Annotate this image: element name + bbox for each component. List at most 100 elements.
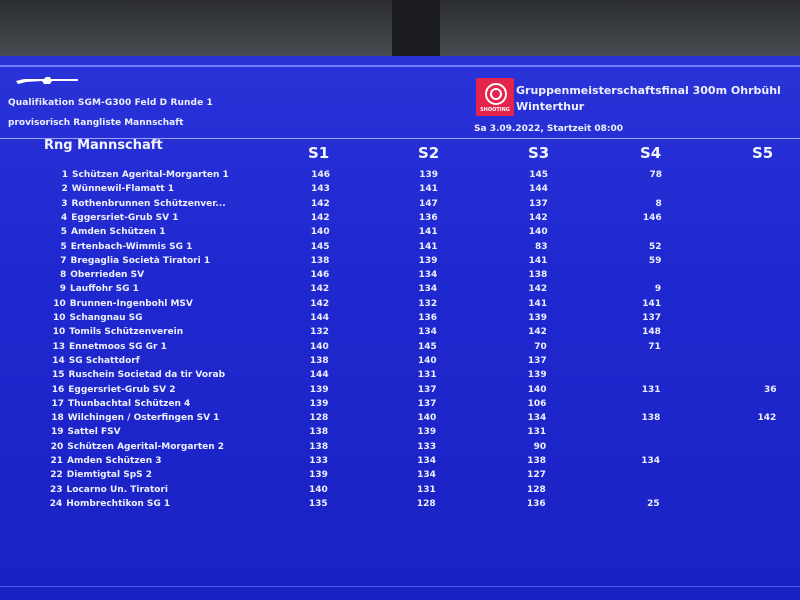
s1-score-cell: 128	[309, 413, 329, 424]
s2-score-cell: 131	[417, 484, 436, 495]
rank-cell: 2	[61, 184, 68, 195]
s4-score-cell: 25	[647, 498, 660, 509]
s2-score-cell: 128	[416, 498, 436, 509]
ranking-subtitle: provisorisch Rangliste Mannschaft	[8, 118, 184, 128]
rank-cell: 17	[51, 398, 64, 409]
rank-cell: 3	[61, 198, 68, 209]
s3-score-cell: 131	[527, 427, 547, 438]
s2-score-cell: 134	[418, 327, 437, 338]
s1-score-cell: 146	[311, 170, 330, 180]
s2-score-cell: 136	[418, 212, 438, 223]
column-header-s1: S1	[308, 144, 330, 162]
table-row: 17 Thunbachtal Schützen 4 139 137 106	[0, 399, 800, 413]
team-name-cell: Brunnen-Ingenbohl MSV	[69, 298, 193, 309]
team-name-cell: Schangnau SG	[69, 313, 143, 323]
s4-score-cell: 52	[648, 241, 662, 252]
s2-score-cell: 133	[417, 441, 437, 452]
table-row: 9 Lauffohr SG 1 142 134 142 9	[0, 284, 800, 298]
rank-cell: 4	[60, 212, 68, 223]
s3-score-cell: 141	[528, 298, 548, 309]
rank-cell: 23	[49, 484, 63, 495]
table-row: 14 SG Schattdorf 138 140 137	[0, 356, 800, 370]
s3-score-cell: 145	[529, 170, 548, 180]
table-row: 5 Amden Schützen 1 140 141 140	[0, 227, 800, 241]
column-header-s5: S5	[752, 144, 774, 162]
s3-score-cell: 140	[527, 384, 547, 395]
s2-score-cell: 131	[417, 370, 437, 381]
s3-score-cell: 139	[527, 370, 547, 381]
s2-score-cell: 132	[418, 298, 438, 309]
table-row: 5 Ertenbach-Wimmis SG 1 145 141 83 52	[0, 242, 800, 256]
team-name-cell: Eggersriet-Grub SV 2	[68, 384, 176, 395]
s1-score-cell: 139	[309, 470, 328, 481]
rank-cell: 18	[51, 413, 64, 424]
s1-score-cell: 139	[309, 398, 329, 409]
event-location: Winterthur	[516, 100, 585, 113]
rank-cell: 13	[52, 341, 65, 352]
s3-score-cell: 142	[528, 327, 547, 338]
s2-score-cell: 137	[417, 384, 437, 395]
team-name-cell: Oberrieden SV	[70, 270, 145, 281]
scoreboard-screen: Qualifikation SGM-G300 Feld D Runde 1 pr…	[0, 56, 800, 600]
s3-score-cell: 90	[533, 441, 547, 452]
s2-score-cell: 134	[418, 270, 438, 281]
s1-score-cell: 144	[309, 370, 329, 381]
s3-score-cell: 139	[528, 313, 547, 323]
table-row: 4 Eggersriet-Grub SV 1 142 136 142 146	[0, 213, 800, 227]
team-name-cell: Locarno Un. Tiratori	[66, 484, 169, 495]
table-row: 23 Locarno Un. Tiratori 140 131 128	[0, 485, 800, 499]
team-name-cell: Schützen Ägerital-Morgarten 1	[72, 170, 229, 180]
s3-score-cell: 138	[528, 270, 548, 281]
s3-score-cell: 134	[527, 413, 547, 424]
team-name-cell: Lauffohr SG 1	[70, 284, 139, 295]
rank-cell: 22	[50, 470, 63, 481]
s4-score-cell: 138	[641, 413, 661, 424]
team-name-cell: Ennetmoos SG Gr 1	[69, 341, 167, 352]
rank-cell: 8	[59, 270, 67, 281]
s1-score-cell: 142	[310, 212, 330, 223]
rank-cell: 10	[53, 298, 66, 309]
team-name-cell: SG Schattdorf	[68, 355, 140, 366]
s4-score-cell: 141	[642, 298, 662, 309]
table-row: 1 Schützen Ägerital-Morgarten 1 146 139 145 7…	[0, 170, 800, 184]
qualification-title: Qualifikation SGM-G300 Feld D Runde 1	[8, 98, 213, 108]
s1-score-cell: 139	[309, 384, 329, 395]
s3-score-cell: 144	[529, 184, 548, 195]
event-date: Sa 3.09.2022, Startzeit 08:00	[474, 124, 624, 134]
team-name-cell: Amden Schützen 3	[67, 456, 162, 466]
s1-score-cell: 145	[310, 241, 330, 252]
rank-cell: 14	[52, 355, 65, 366]
s4-score-cell: 131	[641, 384, 661, 395]
s4-score-cell: 134	[641, 456, 660, 466]
team-name-cell: Ruschein Societad da tir Vorab	[68, 370, 226, 381]
target-ring-inner	[490, 88, 502, 100]
table-row: 3 Rothenbrunnen Schützenver... 142 147 137 8	[0, 199, 800, 213]
s1-score-cell: 146	[310, 270, 330, 281]
team-name-cell: Hombrechtikon SG 1	[66, 498, 171, 509]
table-row: 10 Schangnau SG 144 136 139 137	[0, 313, 800, 327]
s4-score-cell: 59	[648, 255, 662, 266]
table-row: 15 Ruschein Societad da tir Vorab 144 131 13…	[0, 370, 800, 384]
s1-score-cell: 138	[309, 427, 329, 438]
s5-score-cell: 142	[757, 413, 777, 424]
table-row: 18 Wilchingen / Osterfingen SV 1 128 140 134…	[0, 413, 800, 427]
rank-cell: 10	[52, 327, 66, 338]
rank-cell: 20	[50, 441, 64, 452]
s1-score-cell: 138	[309, 355, 329, 366]
team-name-cell: Schützen Ägerital-Morgarten 2	[67, 441, 225, 452]
s2-score-cell: 141	[418, 227, 438, 238]
table-row: 24 Hombrechtikon SG 1 135 128 136 25	[0, 499, 800, 513]
s2-score-cell: 147	[419, 198, 438, 209]
s3-score-cell: 138	[527, 456, 546, 466]
s1-score-cell: 142	[310, 298, 330, 309]
table-row: 20 Schützen Ägerital-Morgarten 2 138 133 90	[0, 442, 800, 456]
column-header-team: Rng Mannschaft	[44, 138, 163, 153]
team-name-cell: Bregaglia Società Tiratori 1	[70, 255, 211, 266]
s1-score-cell: 133	[309, 456, 328, 466]
s1-score-cell: 143	[311, 184, 330, 195]
table-row: 13 Ennetmoos SG Gr 1 140 145 70 71	[0, 342, 800, 356]
s2-score-cell: 139	[419, 170, 438, 180]
logo-text: SHOOTING	[480, 107, 510, 113]
table-row: 8 Oberrieden SV 146 134 138	[0, 270, 800, 284]
s2-score-cell: 140	[417, 413, 437, 424]
